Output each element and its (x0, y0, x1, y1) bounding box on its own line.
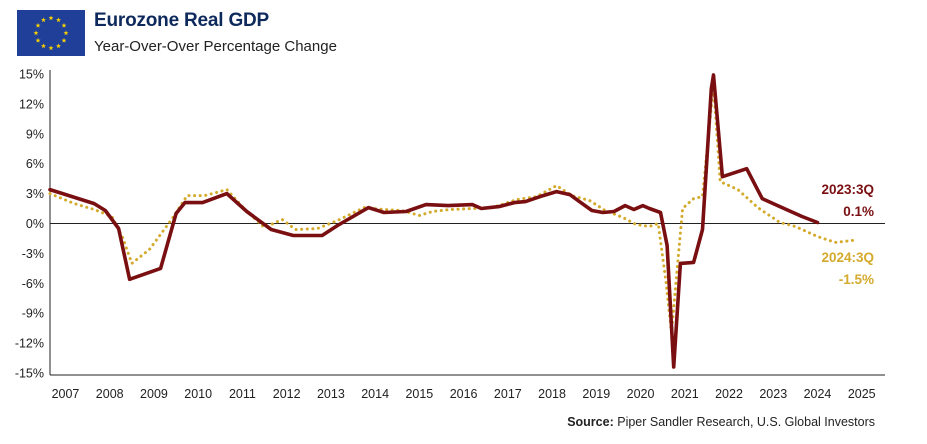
flag-stars (33, 15, 69, 51)
y-tick-label: 3% (26, 187, 44, 201)
x-tick-label: 2012 (273, 387, 301, 401)
flag-star (48, 15, 54, 21)
x-tick-label: 2021 (671, 387, 699, 401)
y-tick-label: 9% (26, 127, 44, 141)
flag-star (41, 43, 46, 49)
flag-star (33, 30, 39, 36)
flag-star (41, 17, 46, 23)
x-tick-label: 2018 (538, 387, 566, 401)
y-tick-label: 0% (26, 217, 44, 231)
x-tick-label: 2017 (494, 387, 522, 401)
annotation-actual-period: 2023:3Q (821, 182, 874, 197)
annotation-forecast-value: -1.5% (839, 272, 874, 287)
eu-flag-icon (17, 10, 85, 56)
x-tick-label: 2013 (317, 387, 345, 401)
x-tick-label: 2010 (184, 387, 212, 401)
flag-star (48, 45, 54, 51)
flag-star (35, 22, 41, 28)
y-tick-label: -3% (22, 247, 44, 261)
source-label: Source: (567, 415, 614, 429)
y-tick-label: 15% (19, 68, 44, 82)
series-line-solid (48, 73, 820, 369)
x-tick-label: 2015 (405, 387, 433, 401)
x-tick-label: 2023 (759, 387, 787, 401)
x-tick-label: 2025 (848, 387, 876, 401)
x-tick-label: 2022 (715, 387, 743, 401)
annotation-actual-value: 0.1% (843, 204, 874, 219)
x-tick-label: 2007 (52, 387, 80, 401)
y-tick-label: -15% (15, 367, 44, 381)
y-tick-label: 12% (19, 97, 44, 111)
flag-star (63, 30, 69, 36)
source-note: Source: Piper Sandler Research, U.S. Glo… (567, 415, 875, 429)
y-axis-labels: 15% 12% 9% 6% 3% 0% -3% -6% -9% -12% -15% (15, 68, 44, 381)
x-tick-label: 2024 (804, 387, 832, 401)
annotation-forecast-period: 2024:3Q (821, 250, 874, 265)
x-tick-label: 2009 (140, 387, 168, 401)
flag-star (35, 37, 41, 43)
flag-star (61, 37, 67, 43)
y-tick-label: -12% (15, 337, 44, 351)
y-tick-label: -9% (22, 307, 44, 321)
flag-star (61, 22, 67, 28)
y-tick-label: -6% (22, 277, 44, 291)
x-tick-label: 2014 (361, 387, 389, 401)
x-tick-label: 2019 (582, 387, 610, 401)
chart-subtitle: Year-Over-Over Percentage Change (94, 38, 337, 55)
series-line-dotted (48, 83, 855, 334)
x-tick-label: 2008 (96, 387, 124, 401)
x-tick-label: 2011 (229, 387, 256, 401)
flag-star (56, 43, 61, 49)
source-text: Piper Sandler Research, U.S. Global Inve… (617, 415, 875, 429)
x-tick-label: 2020 (627, 387, 655, 401)
chart-title: Eurozone Real GDP (94, 10, 270, 31)
flag-star (56, 17, 61, 23)
x-tick-label: 2016 (450, 387, 478, 401)
y-tick-label: 6% (26, 157, 44, 171)
x-axis-labels: 2007 2008 2009 2010 2011 2012 2013 2014 2015 2016… (52, 387, 876, 401)
